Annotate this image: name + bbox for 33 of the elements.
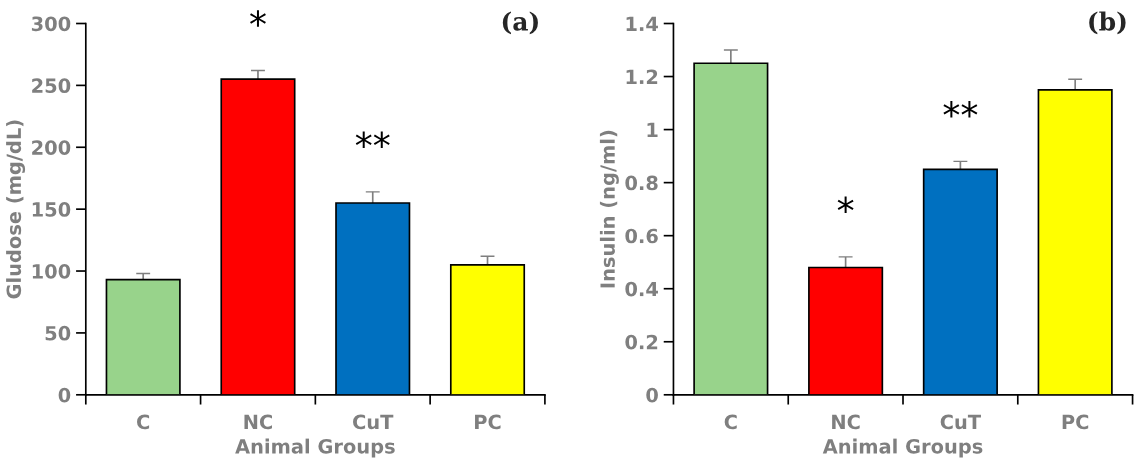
y-tick-label: 200	[32, 140, 71, 155]
x-tick-label: NC	[832, 414, 860, 430]
x-tick-label: NC	[244, 414, 272, 430]
x-tick-label: CuT	[353, 414, 394, 430]
y-axis-title: Gludose (mg/dL)	[6, 120, 26, 299]
y-tick-label: 100	[32, 263, 71, 279]
y-tick-label: 0	[58, 387, 71, 403]
x-tick-label: C	[137, 414, 150, 430]
x-axis-title: Animal Groups	[822, 438, 983, 458]
chart-title: (a)	[502, 11, 538, 35]
y-tick-label: 1	[647, 122, 658, 137]
x-tick-label: CuT	[940, 414, 981, 430]
annotation: **	[355, 131, 390, 148]
annotation: *	[250, 10, 266, 27]
y-tick-label: 250	[32, 78, 71, 94]
x-tick-label: PC	[475, 414, 501, 430]
y-axis-title: Insulin (ng/ml)	[599, 130, 619, 288]
y-tick-label: 0.2	[625, 334, 658, 350]
y-tick-label: 150	[32, 202, 71, 217]
y-tick-label: 0.8	[625, 175, 658, 191]
y-tick-label: 0.6	[625, 228, 658, 244]
x-tick-label: C	[724, 414, 737, 430]
y-tick-label: 1.2	[626, 69, 658, 84]
y-tick-label: 0.4	[625, 281, 658, 297]
y-tick-label: 300	[31, 16, 71, 32]
x-tick-label: PC	[1062, 414, 1089, 430]
y-tick-label: 1.4	[626, 16, 658, 31]
y-tick-label: 50	[45, 325, 71, 341]
x-axis-title: Animal Groups	[235, 438, 395, 458]
annotation: *	[837, 196, 854, 214]
y-tick-label: 0	[646, 387, 658, 403]
chart-title: (b)	[1089, 11, 1126, 35]
annotation: **	[943, 101, 978, 118]
